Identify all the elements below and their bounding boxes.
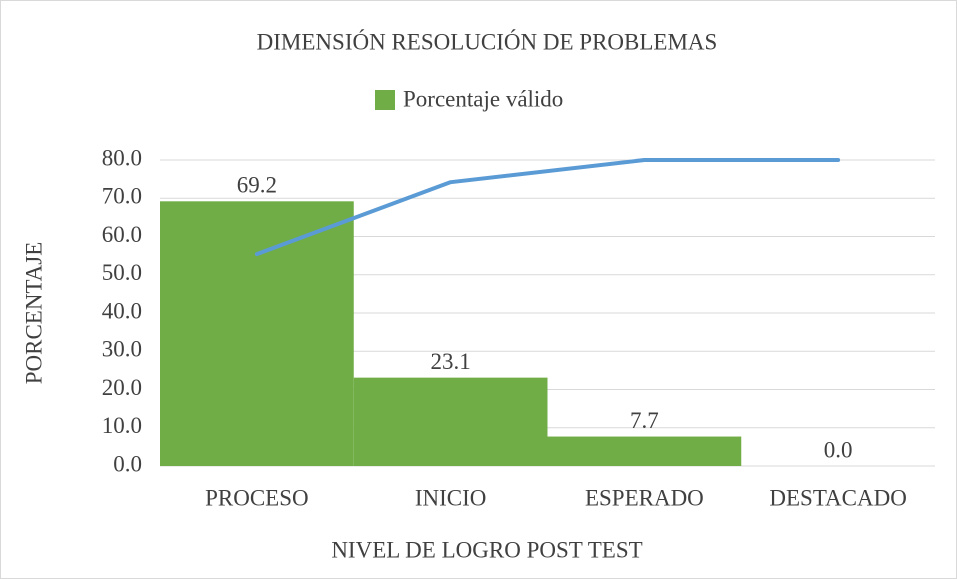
y-tick-label: 40.0 — [102, 298, 142, 323]
bar — [547, 436, 742, 466]
x-tick-label: ESPERADO — [585, 485, 704, 510]
legend-label: Porcentaje válido — [403, 86, 563, 111]
x-tick-label: PROCESO — [205, 485, 309, 510]
y-tick-label: 80.0 — [102, 145, 142, 170]
chart-title: DIMENSIÓN RESOLUCIÓN DE PROBLEMAS — [257, 28, 718, 54]
data-label: 0.0 — [824, 437, 853, 462]
data-label: 7.7 — [630, 408, 659, 433]
line — [254, 158, 841, 257]
y-tick-label: 50.0 — [102, 260, 142, 285]
data-label: 23.1 — [431, 349, 471, 374]
x-axis-title: NIVEL DE LOGRO POST TEST — [331, 537, 642, 562]
y-tick-label: 30.0 — [102, 337, 142, 362]
y-axis-title: PORCENTAJE — [21, 242, 46, 385]
x-tick-label: INICIO — [415, 485, 487, 510]
y-tick-label: 20.0 — [102, 375, 142, 400]
y-tick-label: 0.0 — [113, 451, 142, 476]
y-tick-label: 70.0 — [102, 184, 142, 209]
y-tick-label: 10.0 — [102, 413, 142, 438]
legend-swatch — [375, 90, 395, 110]
data-label: 69.2 — [237, 173, 277, 198]
y-tick-label: 60.0 — [102, 222, 142, 247]
bar — [353, 377, 548, 466]
bar — [160, 201, 354, 466]
x-tick-label: DESTACADO — [769, 485, 906, 510]
